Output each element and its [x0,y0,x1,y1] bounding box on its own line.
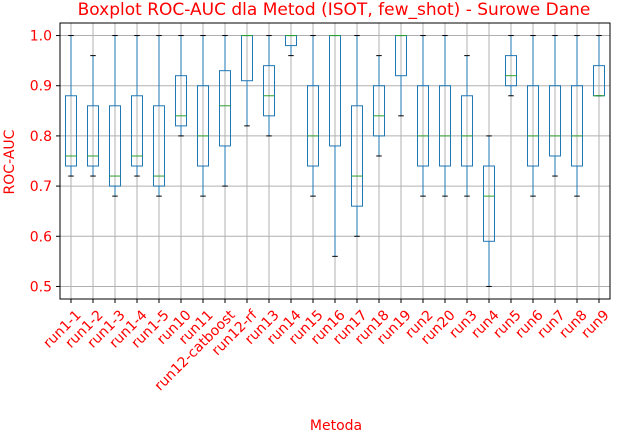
box-iqr [131,95,143,167]
box-iqr [483,165,495,242]
y-tick-label: 0.7 [30,179,52,195]
y-axis-label: ROC-AUC [2,129,18,194]
box-iqr [219,70,231,147]
box-run17 [351,35,363,237]
box-run18 [373,55,385,157]
box-run12-catboost [219,35,231,187]
box-run14 [285,35,297,57]
box-run1-5 [153,35,165,197]
box-iqr [153,105,165,187]
box-iqr [505,55,517,87]
box-iqr [549,85,561,157]
box-run1-2 [87,55,99,177]
box-iqr [197,85,209,167]
y-tick-label: 0.8 [30,129,52,145]
y-tick-label: 0.9 [30,79,52,95]
box-run19 [395,35,407,117]
box-run15 [307,35,319,197]
box-run1-3 [109,35,121,197]
box-iqr [65,95,77,167]
box-run1-1 [65,35,77,177]
box-iqr [373,85,385,137]
box-run4 [483,135,495,287]
box-iqr [109,105,121,187]
box-run9 [593,35,605,97]
box-iqr [307,85,319,167]
x-axis-label: Metoda [310,418,362,434]
chart-title: Boxplot ROC-AUC dla Metod (ISOT, few_sho… [78,0,591,20]
y-tick-label: 1.0 [30,29,52,45]
box-run16 [329,35,341,257]
box-iqr [527,85,539,167]
box-run13 [263,35,275,137]
box-run8 [571,35,583,197]
boxes-group [65,35,605,287]
box-run10 [175,35,187,137]
x-ticks: run1-1run1-2run1-3run1-4run1-5run10run11… [41,299,613,394]
box-run6 [527,35,539,197]
box-iqr [439,85,451,167]
box-run12-rf [241,35,253,127]
box-iqr [417,85,429,167]
box-iqr [263,65,275,117]
box-iqr [175,75,187,127]
y-tick-label: 0.5 [30,279,52,295]
y-tick-label: 0.6 [30,229,52,245]
box-run3 [461,55,473,197]
box-run2 [417,35,429,197]
box-run20 [439,35,451,197]
box-iqr [571,85,583,167]
box-iqr [351,105,363,207]
box-run11 [197,35,209,197]
box-run5 [505,35,517,97]
box-iqr [87,105,99,167]
box-run1-4 [131,35,143,177]
y-ticks: 0.5 0.6 0.7 0.8 0.9 1.0 [30,29,60,295]
box-iqr [461,95,473,167]
box-run7 [549,35,561,177]
